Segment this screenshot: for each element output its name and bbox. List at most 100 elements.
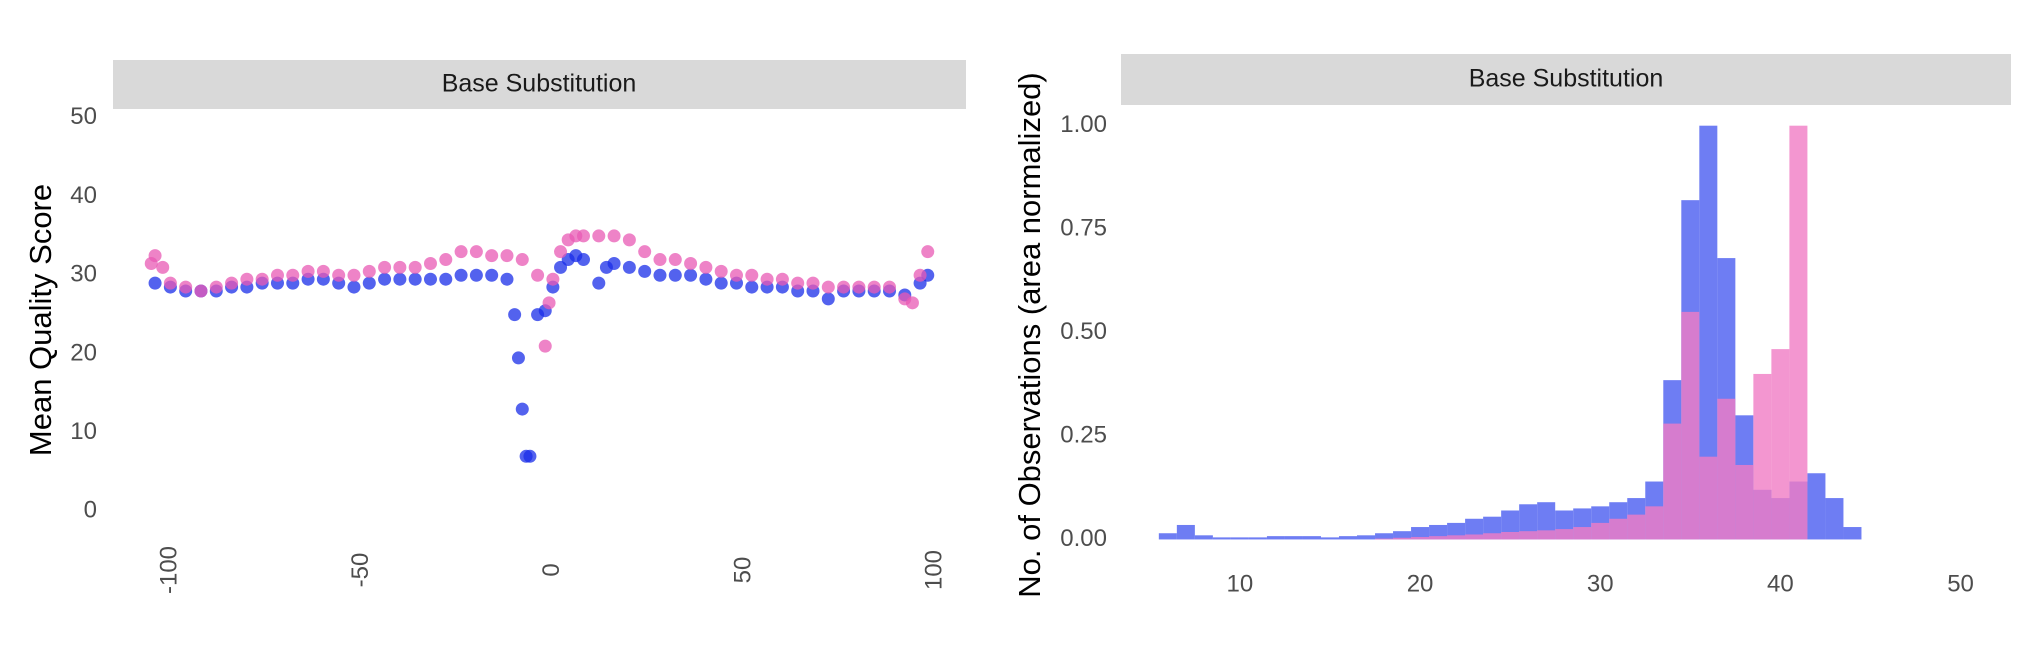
point <box>684 256 698 270</box>
point <box>316 264 330 278</box>
point <box>347 268 361 282</box>
bar <box>1573 527 1592 540</box>
point <box>592 276 606 290</box>
point <box>194 284 208 298</box>
point <box>921 245 935 259</box>
bar <box>1248 537 1267 540</box>
point <box>485 249 499 263</box>
point <box>729 268 743 282</box>
point <box>699 260 713 274</box>
bar <box>1555 529 1574 540</box>
point <box>179 280 193 294</box>
y-tick-label: 50 <box>70 103 97 130</box>
point <box>913 268 927 282</box>
point <box>668 253 682 267</box>
y-tick-label: 0 <box>84 497 97 524</box>
point <box>622 233 636 247</box>
point <box>538 339 552 353</box>
point <box>469 268 483 282</box>
y-axis-title: Mean Quality Score <box>23 184 58 456</box>
bar <box>1338 536 1358 540</box>
point <box>806 276 820 290</box>
point <box>821 280 835 294</box>
x-tick-label: 100 <box>921 550 948 590</box>
point <box>393 272 407 286</box>
point <box>542 296 556 310</box>
bar <box>1825 498 1844 540</box>
point <box>301 264 315 278</box>
x-tick-label: 50 <box>1947 570 1974 597</box>
x-tick-label: 0 <box>538 563 565 576</box>
point <box>439 253 453 267</box>
bar <box>1357 535 1376 540</box>
bar <box>1320 537 1339 540</box>
bar <box>1609 518 1628 540</box>
bar <box>1483 533 1502 540</box>
bar <box>1591 522 1610 540</box>
point <box>821 292 835 306</box>
y-tick-label: 40 <box>70 182 97 209</box>
y-tick-label: 0.00 <box>1060 525 1107 552</box>
point <box>684 268 698 282</box>
point <box>469 245 483 259</box>
bar <box>1537 502 1556 540</box>
bar <box>1843 527 1862 540</box>
bar <box>1429 524 1448 540</box>
bar <box>1230 537 1249 540</box>
bar <box>1753 373 1772 540</box>
point <box>240 272 254 286</box>
bar <box>1375 533 1394 540</box>
point <box>209 280 223 294</box>
point <box>554 245 568 259</box>
point <box>423 272 437 286</box>
bar <box>1176 524 1195 540</box>
bar <box>1266 536 1285 540</box>
point <box>638 245 652 259</box>
point <box>393 260 407 274</box>
point <box>286 268 300 282</box>
bar <box>1519 531 1538 540</box>
bar <box>1735 464 1754 540</box>
y-tick-label: 0.25 <box>1060 421 1107 448</box>
bar <box>1429 536 1448 540</box>
point <box>714 276 728 290</box>
point <box>408 260 422 274</box>
point <box>423 256 437 270</box>
bar <box>1158 533 1177 540</box>
y-tick-label: 30 <box>70 261 97 288</box>
point <box>882 280 896 294</box>
point <box>531 268 545 282</box>
point <box>622 260 636 274</box>
x-tick-label: -100 <box>156 546 183 594</box>
bar <box>1699 456 1718 540</box>
point <box>546 272 560 286</box>
point <box>378 260 392 274</box>
point <box>837 280 851 294</box>
x-tick-label: 40 <box>1767 570 1794 597</box>
point <box>485 268 499 282</box>
bar <box>1375 538 1394 540</box>
point <box>653 268 667 282</box>
bar <box>1393 537 1412 540</box>
bar <box>1284 536 1303 540</box>
x-tick-label: 50 <box>729 557 756 584</box>
point <box>255 272 269 286</box>
bar <box>1411 536 1430 540</box>
point <box>225 276 239 290</box>
point <box>592 229 606 243</box>
point <box>607 256 621 270</box>
point <box>332 268 346 282</box>
y-tick-label: 0.50 <box>1060 318 1107 345</box>
point <box>905 296 919 310</box>
bar <box>1302 536 1321 540</box>
x-tick-label: 20 <box>1407 570 1434 597</box>
point <box>515 253 529 267</box>
bar <box>1717 398 1736 540</box>
point <box>653 253 667 267</box>
point <box>699 272 713 286</box>
point <box>439 272 453 286</box>
panel-strip <box>1121 54 2011 105</box>
x-tick-label: 10 <box>1227 570 1254 597</box>
point <box>270 268 284 282</box>
